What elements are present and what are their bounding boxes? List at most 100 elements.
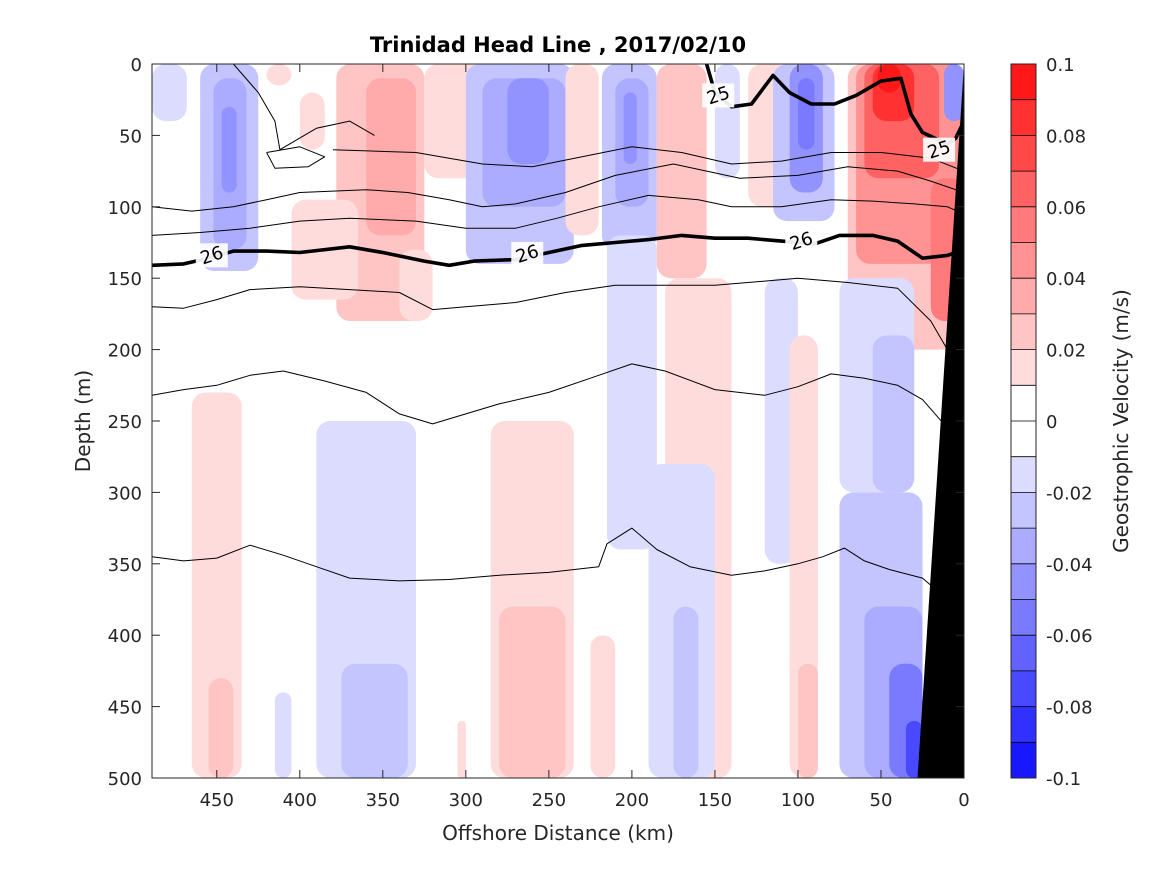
colorbar-tick-label: 0.06 <box>1046 198 1086 219</box>
velocity-cell <box>673 606 699 778</box>
colorbar-tick-label: 0.04 <box>1046 269 1086 290</box>
isopycnal-line <box>203 64 375 151</box>
velocity-cell <box>274 692 292 778</box>
contour-label-bg <box>785 229 818 254</box>
y-tick-label: 200 <box>108 341 142 362</box>
velocity-cell <box>366 78 417 236</box>
y-tick-label: 450 <box>108 698 142 719</box>
velocity-cell <box>905 720 923 778</box>
colorbar-tick-label: 0.08 <box>1046 126 1086 147</box>
velocity-cell <box>606 235 657 550</box>
colorbar-band <box>1011 635 1036 672</box>
colorbar-band <box>1011 528 1036 565</box>
x-axis-label: Offshore Distance (km) <box>442 821 674 845</box>
colorbar-tick-label: -0.06 <box>1046 626 1093 647</box>
colorbar-band <box>1011 706 1036 743</box>
isopycnal-line <box>152 527 940 593</box>
y-tick-label: 0 <box>131 55 142 76</box>
colorbar: 0.1 0.08 0.06 0.04 0.02 0 -0.02 -0.04 -0.06 -0.08… <box>1010 55 1093 790</box>
velocity-cell <box>299 92 325 150</box>
colorbar-label: Geostrophic Velocity (m/s) <box>1109 289 1133 553</box>
y-tick-label: 100 <box>108 198 142 219</box>
colorbar-tick-label: -0.1 <box>1046 769 1081 790</box>
x-tick-label: 100 <box>781 790 815 811</box>
isopycnal-line <box>152 194 964 236</box>
bathymetry-polygon <box>917 64 964 778</box>
velocity-cell <box>797 663 818 778</box>
colorbar-band <box>1011 385 1036 422</box>
x-axis: 450 400 350 300 250 200 150 100 50 0 <box>200 64 970 811</box>
velocity-cell <box>499 606 566 778</box>
colorbar-band <box>1011 171 1036 208</box>
bathymetry <box>917 64 964 778</box>
contour-label-bg <box>923 137 956 162</box>
colorbar-band <box>1011 349 1036 386</box>
x-tick-label: 200 <box>615 790 649 811</box>
velocity-field <box>152 64 964 778</box>
velocity-cell <box>590 635 616 778</box>
colorbar-tick-label: 0.1 <box>1046 55 1075 76</box>
velocity-cell <box>341 663 408 778</box>
colorbar-frame <box>1010 63 1037 779</box>
contour-label-bg <box>195 243 228 268</box>
velocity-cell <box>565 64 599 236</box>
colorbar-band <box>1011 64 1036 101</box>
x-tick-label: 400 <box>283 790 317 811</box>
x-tick-label: 450 <box>200 790 234 811</box>
colorbar-band <box>1011 670 1036 708</box>
colorbar-tick-label: 0.02 <box>1046 341 1086 362</box>
y-tick-label: 300 <box>108 483 142 504</box>
velocity-cell <box>656 64 707 279</box>
y-axis-label: Depth (m) <box>71 370 95 472</box>
velocity-cell <box>208 678 234 778</box>
velocity-cell <box>152 64 187 122</box>
x-tick-label: 50 <box>870 790 893 811</box>
colorbar-tick-label: 0 <box>1046 412 1057 433</box>
contour-label-bg <box>511 241 544 266</box>
colorbar-band <box>1011 278 1036 315</box>
velocity-cell <box>399 249 433 322</box>
colorbar-band <box>1011 456 1036 493</box>
x-tick-label: 300 <box>449 790 483 811</box>
colorbar-tick-label: -0.02 <box>1046 483 1093 504</box>
colorbar-band <box>1011 563 1036 600</box>
isopycnal-line <box>266 146 326 169</box>
x-tick-label: 0 <box>958 790 969 811</box>
colorbar-tick-label: -0.08 <box>1046 698 1093 719</box>
velocity-cell <box>872 335 915 493</box>
y-tick-label: 400 <box>108 626 142 647</box>
velocity-cell <box>457 720 466 778</box>
colorbar-band <box>1011 242 1036 279</box>
isopycnal-line <box>152 363 948 429</box>
colorbar-band <box>1011 313 1036 351</box>
colorbar-band <box>1011 99 1036 136</box>
velocity-cell <box>623 92 637 164</box>
chart-title: Trinidad Head Line , 2017/02/10 <box>370 33 746 57</box>
isopycnal-line-bold <box>152 233 964 268</box>
colorbar-tick-label: -0.04 <box>1046 555 1093 576</box>
velocity-cell <box>221 106 237 193</box>
x-tick-label: 250 <box>532 790 566 811</box>
colorbar-band <box>1011 206 1036 243</box>
velocity-cell <box>507 78 549 164</box>
velocity-cell <box>944 64 964 122</box>
x-tick-label: 350 <box>366 790 400 811</box>
velocity-cell <box>266 64 292 86</box>
y-tick-label: 150 <box>108 269 142 290</box>
y-tick-label: 50 <box>119 126 142 147</box>
y-tick-label: 350 <box>108 555 142 576</box>
contour-label-bg <box>702 83 735 108</box>
isopycnal-line <box>152 277 948 350</box>
colorbar-band <box>1011 599 1036 636</box>
colorbar-band <box>1011 492 1036 529</box>
y-tick-label: 250 <box>108 412 142 433</box>
colorbar-band <box>1011 742 1036 779</box>
x-tick-label: 150 <box>698 790 732 811</box>
colorbar-band <box>1011 421 1036 458</box>
y-tick-label: 500 <box>108 769 142 790</box>
isopycnal-line <box>332 146 964 172</box>
y-axis: 0 50 100 150 200 250 300 350 400 450 500 <box>108 55 964 790</box>
